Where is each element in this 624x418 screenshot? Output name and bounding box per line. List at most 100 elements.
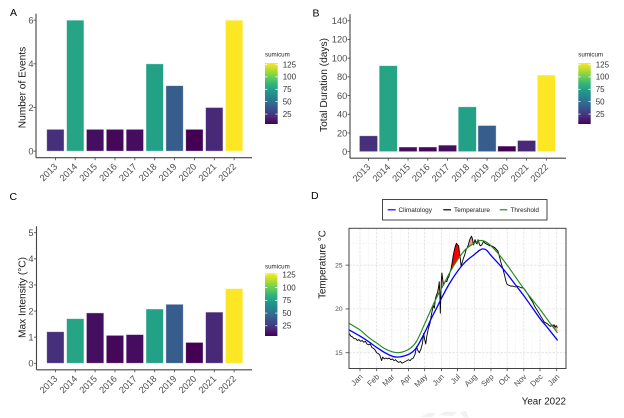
colorbar-tick-label: 125 (596, 60, 610, 69)
y-axis-title: Total Duration (days) (319, 38, 330, 132)
colorbar-tick-label: 100 (283, 73, 297, 82)
legend-item-climatology: Climatology (387, 207, 433, 214)
colorbar-tick-label: 75 (283, 85, 292, 94)
legend-label: Temperature (454, 207, 490, 214)
bar (105, 128, 125, 152)
y-tick-label: 5 (28, 228, 33, 238)
temperature-line (349, 235, 558, 364)
colorbar-tick-label: 125 (283, 60, 297, 69)
climatology-line (349, 248, 558, 358)
y-tick-label: 0 (28, 146, 33, 156)
colorbar (265, 273, 278, 336)
bar (457, 106, 477, 153)
y-tick-label: 20 (335, 306, 343, 313)
bar (418, 146, 438, 153)
bar (536, 74, 556, 153)
legend-box (382, 199, 548, 221)
colorbar-tick-label: 125 (282, 271, 296, 280)
bar (165, 85, 184, 152)
bar (125, 334, 144, 364)
colorbar-legend: sumicum 25 50 75 100 125 (578, 52, 610, 124)
colorbar-tick-label: 50 (282, 309, 291, 318)
y-tick-label: 100 (332, 53, 348, 63)
y-tick-label: 0 (28, 359, 33, 369)
bar (225, 288, 244, 364)
y-tick-label: 6 (28, 15, 33, 25)
x-axis-title: Year 2022 (522, 396, 566, 407)
colorbar-title: sumicum (578, 52, 603, 59)
y-tick-label: 140 (332, 16, 348, 26)
y-tick-label: 15 (335, 350, 343, 357)
bar (378, 65, 398, 153)
legend-label: Climatology (399, 207, 433, 214)
bar (497, 145, 517, 153)
bar (225, 19, 244, 152)
threshold-line (349, 239, 558, 354)
watermark-shape (460, 411, 469, 418)
bar (205, 107, 224, 152)
bar (145, 308, 164, 364)
bar (517, 140, 537, 153)
colorbar-tick-label: 100 (282, 283, 296, 292)
panel-label: C (10, 191, 18, 203)
colorbar-tick-label: 25 (282, 322, 291, 331)
colorbar-legend: sumicum 25 50 75 100 125 (265, 263, 296, 336)
colorbar (578, 63, 591, 124)
legend-label: Threshold (511, 207, 540, 214)
bar (398, 146, 418, 153)
bar (438, 144, 458, 153)
panel-d: D Climatology Temperature Threshold Jan F… (311, 190, 567, 407)
panel-label: D (311, 190, 319, 202)
legend-item-temperature: Temperature (443, 207, 490, 214)
y-tick-label: 80 (337, 72, 347, 82)
bar (46, 331, 65, 364)
y-tick-label: 3 (28, 280, 33, 290)
bar (185, 128, 204, 152)
y-tick-label: 4 (28, 59, 33, 69)
colorbar-tick-label: 50 (596, 97, 605, 106)
bar (477, 125, 497, 153)
panel-a: A Number of Events 024620132014201520162… (10, 7, 297, 183)
bar (125, 128, 144, 152)
colorbar (265, 63, 278, 124)
colorbar-tick-label: 100 (596, 73, 610, 82)
colorbar-title: sumicum (265, 52, 290, 59)
y-axis-title: Max Intensity (°C) (17, 257, 28, 338)
bar (86, 128, 105, 152)
bar (358, 135, 378, 153)
y-tick-label: 20 (337, 128, 347, 138)
bar (86, 312, 105, 364)
bar (105, 334, 125, 364)
bar (165, 303, 184, 364)
y-tick-label: 40 (337, 110, 347, 120)
bar (66, 318, 85, 364)
peak-event-fill (450, 243, 460, 272)
y-tick-label: 2 (28, 306, 33, 316)
watermark-shape (438, 411, 457, 416)
panel-label: B (313, 8, 320, 20)
colorbar-tick-label: 75 (596, 85, 605, 94)
legend: Climatology Temperature Threshold (382, 199, 548, 221)
y-tick-label: 60 (337, 91, 347, 101)
colorbar-tick-label: 25 (283, 110, 292, 119)
y-tick-label: 0 (342, 147, 347, 157)
y-axis-title: Temperature °C (317, 230, 328, 299)
bar (145, 63, 164, 152)
colorbar-tick-label: 50 (283, 97, 292, 106)
bar (46, 128, 65, 152)
y-tick-label: 2 (28, 103, 33, 113)
series-lines (349, 235, 558, 364)
y-axis-title: Number of Events (17, 47, 28, 129)
colorbar-tick-label: 25 (596, 110, 605, 119)
colorbar-title: sumicum (265, 263, 290, 270)
y-tick-label: 4 (28, 254, 33, 264)
watermark-shape (420, 413, 435, 417)
bar (185, 341, 204, 364)
colorbar-legend: sumicum 25 50 75 100 125 (265, 52, 297, 124)
y-tick-label: 1 (28, 332, 33, 342)
y-tick-label: 120 (332, 35, 348, 45)
legend-item-threshold: Threshold (499, 207, 540, 214)
y-tick-label: 25 (335, 262, 343, 269)
panel-label: A (10, 7, 17, 19)
